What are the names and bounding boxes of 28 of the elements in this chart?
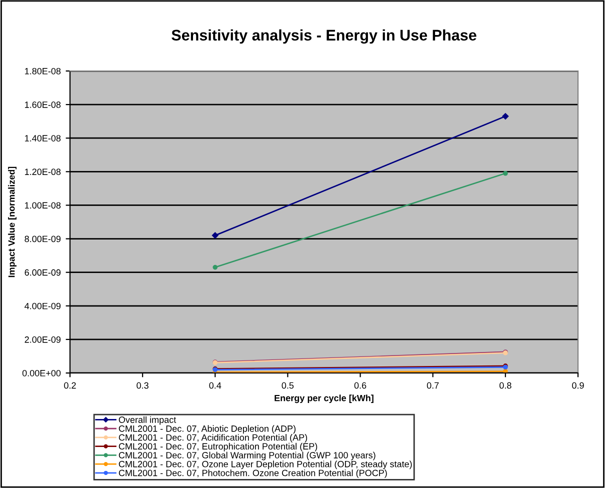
legend-label: Overall impact [118, 416, 176, 425]
legend-label: CML2001 - Dec. 07, Abiotic Depletion (ADP) [118, 425, 296, 434]
x-tick-label: 0.9 [572, 382, 584, 389]
legend-label: CML2001 - Dec. 07, Global Warming Potential (GWP 100 years) [118, 452, 376, 460]
x-tick-label: 0.4 [209, 382, 222, 389]
y-tick-label: 6.00E-09 [24, 269, 61, 276]
y-tick-label: 2.00E-09 [24, 336, 61, 343]
y-tick-label: 1.80E-08 [25, 68, 61, 74]
legend-label: CML2001 - Dec. 07, Eutrophication Potential (EP) [118, 442, 318, 452]
chart-title: Sensitivity analysis - Energy in Use Phase [172, 29, 476, 44]
y-tick-label: 1.60E-08 [25, 102, 61, 108]
legend-label: CML2001 - Dec. 07, Ozone Layer Depletion Potential (ODP, steady state) [118, 460, 412, 470]
x-tick-label: 0.6 [354, 382, 366, 389]
y-tick-label: 8.00E-09 [24, 236, 61, 242]
y-tick-label: 0.00E+00 [22, 370, 61, 376]
y-axis-title: Impact Value [normalized] [8, 166, 17, 278]
legend-label: CML2001 - Dec. 07, Acidification Potential (AP) [118, 434, 308, 442]
x-axis-title: Energy per cycle [kWh] [274, 394, 374, 404]
y-tick-label: 1.40E-08 [25, 135, 61, 142]
legend-label: CML2001 - Dec. 07, Photochem. Ozone Creation Potential (POCP) [118, 470, 387, 478]
x-tick-label: 0.8 [500, 382, 512, 389]
x-tick-label: 0.5 [282, 382, 294, 389]
x-tick-label: 0.3 [136, 382, 148, 389]
y-tick-label: 4.00E-09 [24, 302, 61, 310]
x-tick-label: 0.2 [64, 382, 76, 389]
x-tick-label: 0.7 [426, 382, 439, 389]
y-tick-label: 1.20E-08 [25, 168, 61, 176]
y-tick-label: 1.00E-08 [25, 202, 61, 209]
